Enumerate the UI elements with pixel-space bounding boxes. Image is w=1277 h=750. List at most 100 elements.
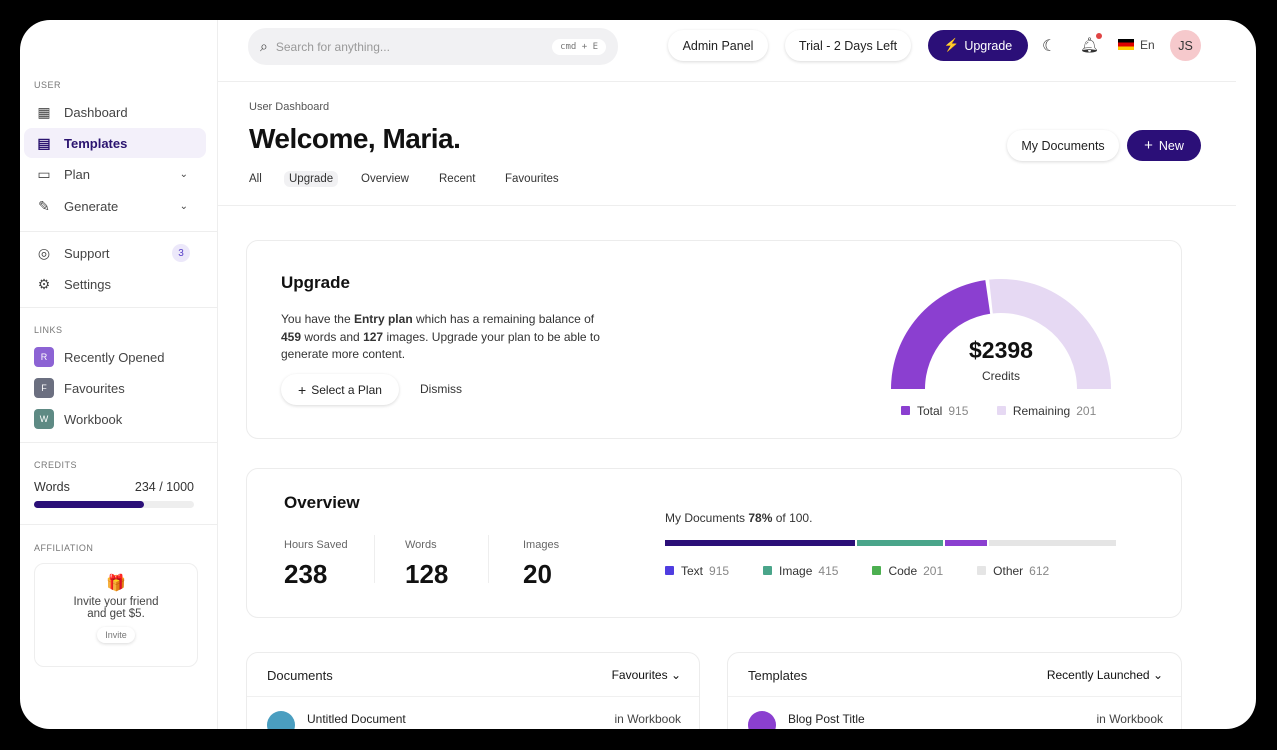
tab-all[interactable]: All xyxy=(249,173,262,185)
link-avatar: W xyxy=(34,409,54,429)
template-location: in Workbook xyxy=(1096,712,1163,726)
bar-segment-code xyxy=(945,540,987,546)
divider xyxy=(374,535,375,583)
germany-flag-icon[interactable] xyxy=(1118,39,1134,50)
gear-icon: ⚙ xyxy=(37,275,51,292)
link-workbook[interactable]: W Workbook xyxy=(24,404,206,434)
legend-other: Other 612 xyxy=(977,564,1049,578)
tab-recent[interactable]: Recent xyxy=(439,173,476,185)
chevron-down-icon: ⌄ xyxy=(179,168,188,180)
document-avatar xyxy=(267,711,295,729)
overview-card: Overview Hours Saved 238 Words 128 Images 2… xyxy=(246,468,1182,618)
bell-icon[interactable]: 🔔︎ xyxy=(1080,33,1103,54)
top-bar: ⌕ Search for anything... cmd + E Admin Pan… xyxy=(218,20,1236,82)
template-avatar xyxy=(748,711,776,729)
tab-upgrade[interactable]: Upgrade xyxy=(284,171,339,187)
stat-words: Words 128 xyxy=(405,539,449,589)
sidebar-item-generate[interactable]: ✎ Generate ⌄ xyxy=(24,191,206,221)
tab-favourites[interactable]: Favourites xyxy=(505,173,559,185)
divider xyxy=(20,524,218,525)
document-name[interactable]: Untitled Document xyxy=(307,712,406,726)
upgrade-button[interactable]: ⚡ Upgrade xyxy=(928,30,1028,61)
moon-icon[interactable]: ☾ xyxy=(1042,38,1057,55)
trial-button[interactable]: Trial - 2 Days Left xyxy=(785,30,911,61)
plus-icon: + xyxy=(1144,137,1153,154)
dismiss-button[interactable]: Dismiss xyxy=(420,382,462,396)
documents-filter-dropdown[interactable]: Favourites ⌄ xyxy=(611,668,681,682)
wallet-icon: ▭ xyxy=(37,165,51,182)
page-title: Welcome, Maria. xyxy=(249,123,461,154)
gauge-value: $2398 xyxy=(969,337,1033,363)
legend-text: Text 915 xyxy=(665,564,729,578)
documents-legend: Text 915 Image 415 Code 201 Other 612 xyxy=(665,562,1083,580)
link-avatar: R xyxy=(34,347,54,367)
sidebar-item-templates[interactable]: ▤ Templates xyxy=(24,128,206,158)
link-favourites[interactable]: F Favourites xyxy=(24,373,206,403)
nav-label: Dashboard xyxy=(64,104,128,120)
nav-label: Generate xyxy=(64,198,119,214)
documents-stacked-bar xyxy=(665,540,1116,546)
documents-usage-text: My Documents 78% of 100. xyxy=(665,511,813,525)
nav-label: Plan xyxy=(64,166,91,182)
credits-label: Words xyxy=(34,480,70,494)
grid-icon: ▦ xyxy=(37,103,51,120)
new-button[interactable]: + New xyxy=(1127,130,1201,161)
invite-button[interactable]: Invite xyxy=(97,627,135,643)
credits-progress-fill xyxy=(34,501,145,508)
section-label-affiliation: AFFILIATION xyxy=(34,543,94,553)
template-name[interactable]: Blog Post Title xyxy=(788,712,865,726)
credits-row: Words 234 / 1000 xyxy=(34,480,194,494)
lightning-icon: ⚡ xyxy=(943,38,960,52)
plus-icon: + xyxy=(298,381,307,398)
language-selector[interactable]: En xyxy=(1140,38,1155,52)
sidebar-item-dashboard[interactable]: ▦ Dashboard xyxy=(24,97,206,127)
divider xyxy=(488,535,489,583)
new-label: New xyxy=(1158,138,1184,153)
gauge-label: Credits xyxy=(981,369,1020,383)
select-plan-button[interactable]: + Select a Plan xyxy=(281,374,399,405)
sidebar-item-support[interactable]: ◎ Support 3 xyxy=(24,238,206,268)
upgrade-description: You have the Entry plan which has a rema… xyxy=(281,312,600,361)
search-icon: ⌕ xyxy=(260,38,268,54)
nav-label: Support xyxy=(64,245,110,261)
bar-segment-other xyxy=(988,540,1116,546)
shortcut-hint: cmd + E xyxy=(552,38,606,55)
templates-card: Templates Recently Launched ⌄ Blog Post … xyxy=(727,652,1182,729)
section-label-credits: CREDITS xyxy=(34,460,78,470)
divider xyxy=(20,307,218,308)
link-recently-opened[interactable]: R Recently Opened xyxy=(24,342,206,372)
affiliation-text: Invite your friend xyxy=(73,596,159,608)
stat-images: Images 20 xyxy=(523,539,560,589)
sidebar-item-settings[interactable]: ⚙ Settings xyxy=(24,269,206,299)
upgrade-label: Upgrade xyxy=(964,38,1013,53)
legend-code: Code 201 xyxy=(872,564,943,578)
bar-segment-image xyxy=(857,540,944,546)
chevron-down-icon: ⌄ xyxy=(1152,668,1163,682)
link-label: Workbook xyxy=(64,411,123,427)
link-label: Recently Opened xyxy=(64,349,165,365)
affiliation-text: and get $5. xyxy=(87,608,145,620)
divider xyxy=(20,231,218,232)
credits-value: 234 / 1000 xyxy=(134,480,194,494)
lifebuoy-icon: ◎ xyxy=(37,244,51,261)
sidebar: USER ▦ Dashboard ▤ Templates ▭ Plan ⌄ ✎ Gener… xyxy=(20,20,218,729)
chevron-down-icon: ⌄ xyxy=(179,200,188,212)
search-input[interactable]: ⌕ Search for anything... cmd + E xyxy=(248,28,618,65)
templates-filter-dropdown[interactable]: Recently Launched ⌄ xyxy=(1046,668,1163,682)
avatar[interactable]: JS xyxy=(1170,30,1201,61)
stat-hours-saved: Hours Saved 238 xyxy=(284,539,348,589)
affiliation-card: 🎁 Invite your friend and get $5. Invite xyxy=(34,563,198,667)
link-avatar: F xyxy=(34,378,54,398)
link-label: Favourites xyxy=(64,380,125,396)
documents-card: Documents Favourites ⌄ Untitled Document… xyxy=(246,652,700,729)
support-badge: 3 xyxy=(172,244,190,262)
admin-panel-button[interactable]: Admin Panel xyxy=(668,30,768,61)
document-location: in Workbook xyxy=(614,712,681,726)
legend-image: Image 415 xyxy=(763,564,838,578)
sidebar-item-plan[interactable]: ▭ Plan ⌄ xyxy=(24,159,206,189)
my-documents-button[interactable]: My Documents xyxy=(1007,130,1119,161)
app-window: USER ▦ Dashboard ▤ Templates ▭ Plan ⌄ ✎ Gener… xyxy=(20,20,1256,729)
legend-remaining: Remaining 201 xyxy=(996,404,1096,418)
search-placeholder: Search for anything... xyxy=(275,39,390,54)
tab-overview[interactable]: Overview xyxy=(361,173,409,185)
